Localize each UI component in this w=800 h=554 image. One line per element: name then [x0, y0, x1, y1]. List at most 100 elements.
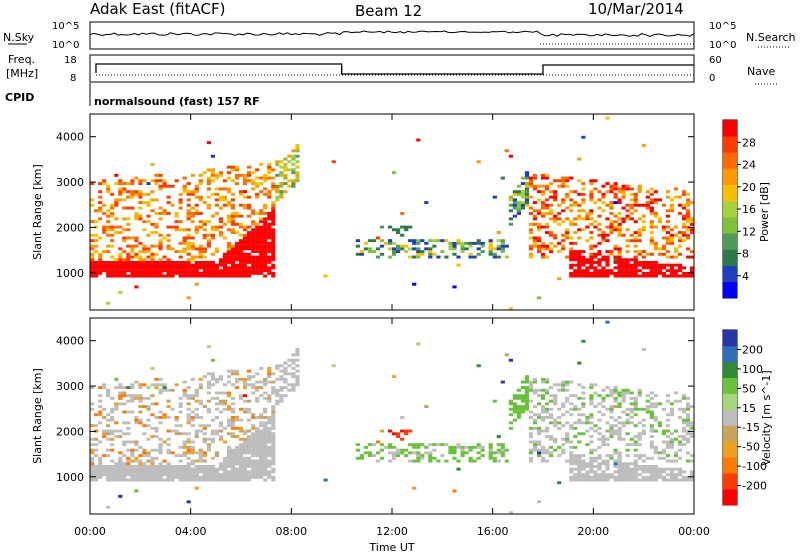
velocity-cell-1111 — [532, 443, 538, 447]
velocity-cell-37 — [98, 456, 103, 460]
power-cell-316 — [166, 258, 171, 262]
velocity-cell-1550 — [649, 470, 654, 474]
power-cell-1592 — [661, 274, 666, 278]
power-cell-1340 — [597, 263, 602, 267]
power-cell-875 — [279, 182, 284, 185]
velocity-cell-1059 — [512, 418, 517, 422]
velocity-cell-766 — [259, 435, 264, 438]
velocity-cell-583 — [226, 369, 232, 373]
power-cell-231 — [146, 271, 151, 275]
power-cell-485 — [206, 206, 211, 210]
power-cell-25 — [94, 239, 99, 243]
velocity-cell-837 — [271, 462, 276, 466]
velocity-cell-1246 — [573, 456, 578, 460]
power-cell-1205 — [561, 198, 566, 202]
velocity-cell-1466 — [625, 432, 630, 436]
power-cell-310 — [166, 274, 171, 278]
velocity-cell-39 — [98, 421, 103, 425]
power-cell-1664 — [681, 217, 687, 221]
power-cell-1157 — [545, 222, 550, 226]
velocity-cell-1569 — [653, 475, 658, 479]
velocity-cell-1231 — [569, 445, 574, 449]
power-cell-888 — [287, 184, 292, 188]
power-cell-130 — [122, 266, 127, 270]
velocity-cell-1326 — [593, 473, 598, 477]
power-cell-453 — [198, 198, 203, 202]
power-cell-155 — [126, 222, 131, 226]
power-cell-733 — [255, 250, 260, 253]
power-cell-1589 — [657, 220, 662, 224]
power-cell-1403 — [613, 261, 618, 264]
power-cell-759 — [259, 250, 264, 253]
power-cell-1052 — [508, 222, 513, 226]
power-cell-1139 — [541, 244, 546, 248]
power-cell-1181 — [553, 220, 558, 224]
velocity-cell-1670 — [685, 478, 691, 482]
velocity-cell-1626 — [669, 440, 674, 444]
velocity-cell-999 — [452, 456, 457, 460]
velocity-cell-1667 — [681, 407, 687, 411]
power-cell-1668 — [681, 192, 687, 196]
power-cell-688 — [247, 241, 252, 245]
power-cell-1359 — [601, 239, 606, 243]
velocity-cell-1544 — [645, 405, 650, 408]
power-cell-1307 — [589, 258, 594, 262]
power-cell-1667 — [681, 203, 687, 207]
power-cell-919 — [363, 247, 368, 251]
velocity-cell-1063 — [512, 402, 517, 406]
velocity-cell-1320 — [589, 396, 594, 400]
velocity-cell-733 — [255, 454, 260, 457]
velocity-cell-1195 — [557, 407, 562, 411]
velocity-cell-1611 — [665, 435, 670, 438]
power-cell-1075 — [520, 203, 526, 207]
power-cell-1508 — [637, 274, 642, 278]
power-cell-163 — [130, 269, 135, 273]
velocity-cell-956 — [404, 448, 409, 452]
power-cell-1439 — [617, 187, 622, 191]
power-cell-432 — [194, 225, 199, 229]
power-cell-17 — [94, 274, 99, 278]
power-cell-1258 — [577, 266, 582, 270]
velocity-cell-749 — [255, 380, 260, 384]
velocity-cell-660 — [243, 459, 248, 463]
power-cell-1308 — [589, 255, 594, 259]
power-cell-1653 — [677, 212, 683, 215]
power-cell-947 — [396, 244, 401, 248]
velocity-cell-1228 — [569, 456, 574, 460]
velocity-cell-851 — [271, 421, 276, 425]
velocity-cell-998 — [452, 489, 457, 493]
power-cell-640 — [239, 250, 244, 253]
power-cell-632 — [239, 271, 244, 275]
power-cell-21 — [94, 263, 99, 267]
power-cell-773 — [259, 190, 264, 194]
power-cell-223 — [142, 247, 147, 251]
power-cell-429 — [194, 247, 199, 251]
power-cell-1217 — [565, 195, 570, 199]
power-cell-1102 — [528, 212, 534, 215]
power-colorbar-tick-5: 24 — [742, 159, 756, 172]
velocity-cell-558 — [222, 399, 228, 403]
power-cell-558 — [222, 195, 228, 199]
power-cell-1499 — [633, 236, 638, 240]
velocity-cell-1160 — [545, 407, 550, 411]
power-cell-934 — [388, 255, 393, 259]
velocity-cell-1504 — [633, 405, 638, 408]
velocity-cell-785 — [263, 454, 268, 457]
velocity-cell-109 — [118, 478, 123, 482]
velocity-cell-225 — [142, 432, 147, 436]
power-cell-479 — [206, 261, 211, 264]
xtick-6: 00:00 — [678, 525, 710, 538]
velocity-cell-899 — [291, 361, 296, 365]
velocity-cell-1490 — [633, 473, 638, 477]
velocity-cell-1251 — [573, 421, 578, 425]
power-cell-1073 — [516, 184, 521, 188]
power-cell-666 — [243, 236, 248, 240]
velocity-cell-1518 — [637, 421, 642, 425]
power-cell-1641 — [673, 225, 679, 229]
power-cell-1575 — [653, 244, 658, 248]
velocity-cell-508 — [210, 377, 215, 381]
velocity-cell-764 — [259, 440, 264, 444]
velocity-cell-1219 — [565, 388, 570, 392]
power-cell-462 — [202, 263, 207, 267]
velocity-cell-1419 — [617, 475, 622, 479]
